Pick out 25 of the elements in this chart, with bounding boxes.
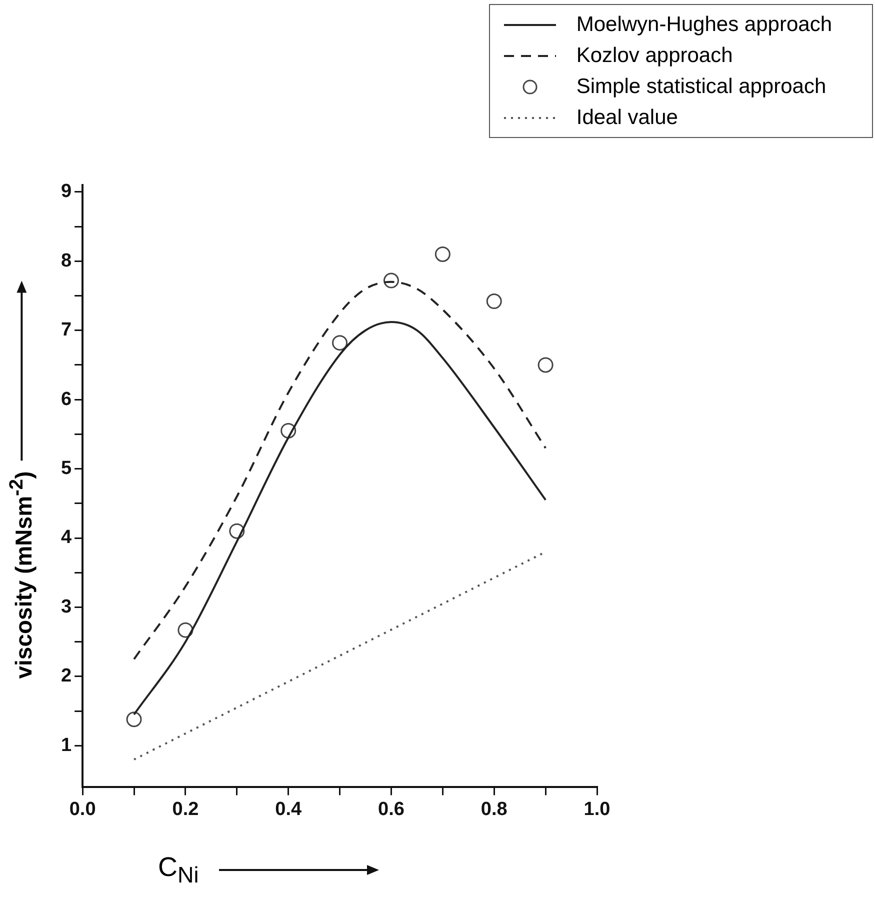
legend-label: Moelwyn-Hughes approach: [576, 12, 832, 36]
y-tick-label: 6: [60, 388, 72, 410]
x-axis-title: C$_{Ni}$: [158, 852, 199, 888]
legend-label: Ideal value: [576, 106, 678, 130]
x-tick-label: 0.4: [275, 798, 302, 820]
legend-label: Kozlov approach: [576, 44, 733, 68]
y-tick-label: 5: [60, 458, 72, 480]
point: [332, 335, 348, 351]
y-tick-label: 2: [60, 666, 72, 687]
y-tick-label: 1: [60, 734, 72, 756]
y-tick-label: 9: [60, 181, 72, 202]
point: [486, 294, 502, 310]
legend-label: Simple statistical approach: [576, 74, 826, 98]
point: [538, 357, 554, 373]
x-tick-label: 0.8: [480, 798, 508, 820]
y-tick-label: 4: [60, 527, 72, 548]
x-tick-label: 1.0: [584, 798, 610, 820]
y-tick-label: 8: [60, 250, 72, 272]
x-tick-label: 0.0: [69, 798, 96, 820]
x-tick-label: 0.6: [378, 798, 404, 820]
point: [126, 712, 142, 728]
point: [434, 246, 450, 262]
y-tick-label: 3: [60, 596, 72, 618]
x-tick-label: 0.2: [172, 798, 199, 820]
y-tick-label: 7: [60, 320, 72, 341]
